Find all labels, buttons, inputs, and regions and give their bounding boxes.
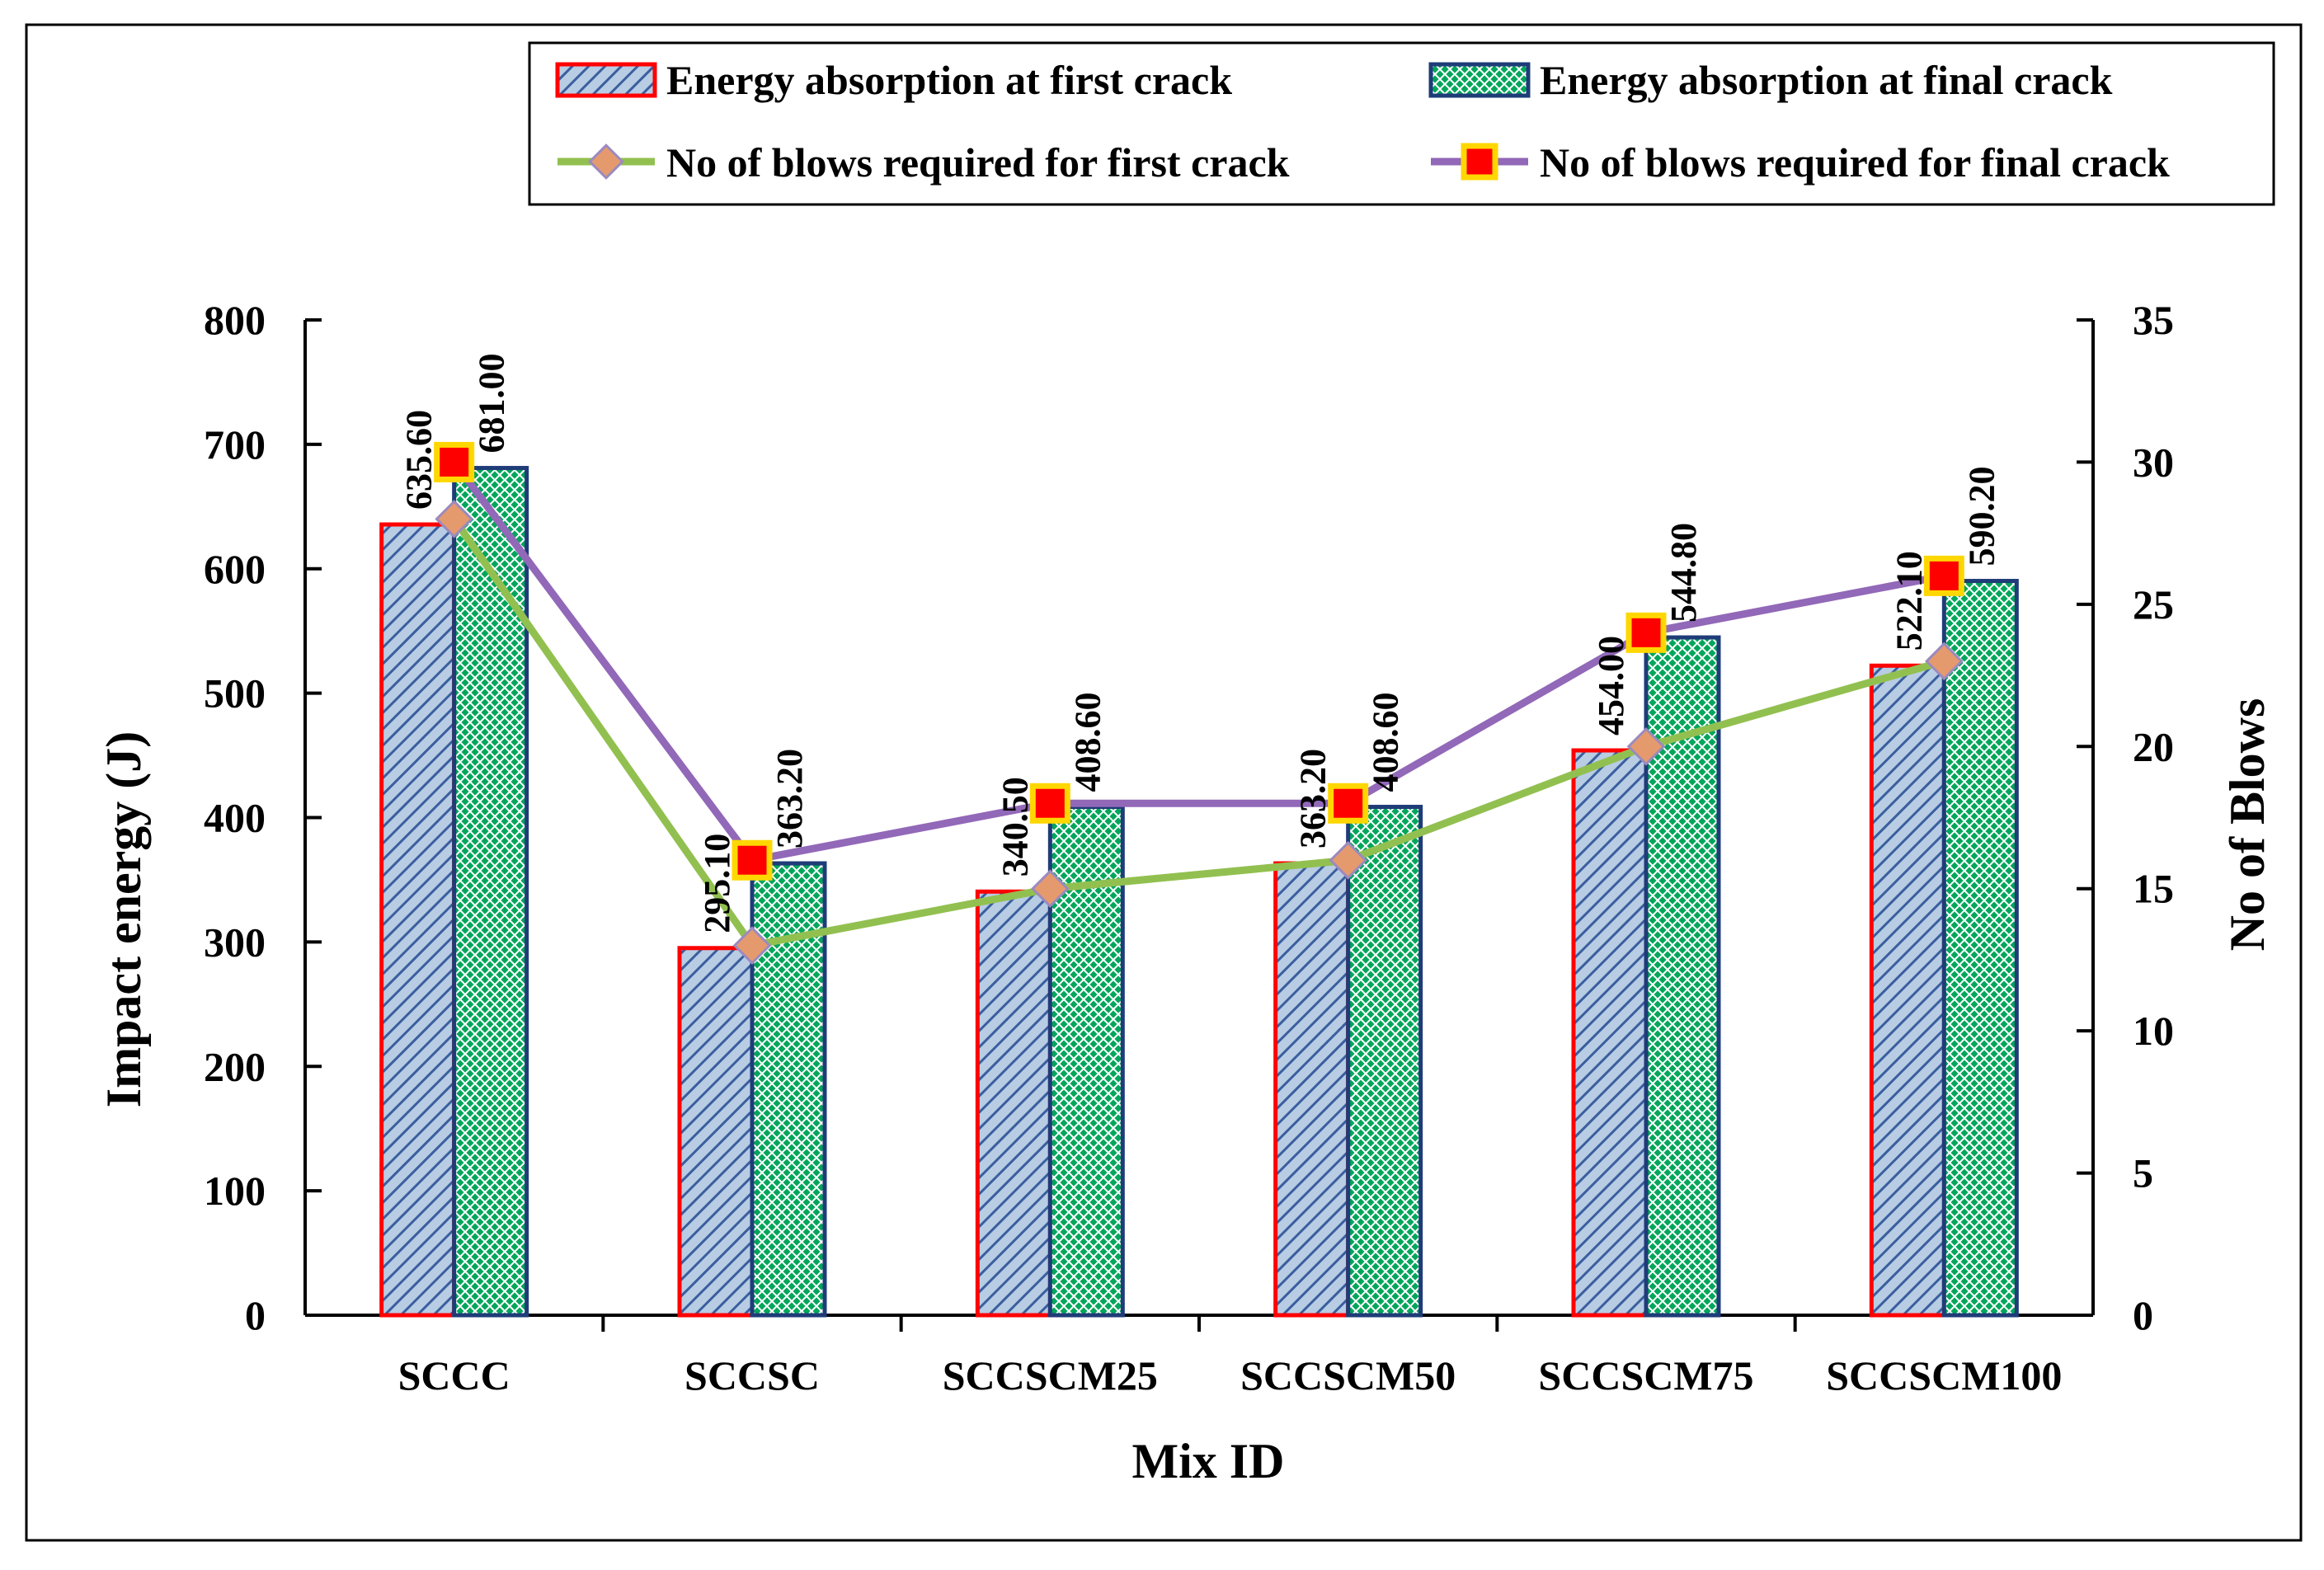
bar <box>1273 861 1351 1318</box>
square-marker <box>1923 555 1964 596</box>
bar <box>1571 748 1649 1318</box>
legend-label-first-crack-blows: No of blows required for first crack <box>666 139 1290 186</box>
y2-tick-label: 0 <box>2133 1292 2153 1338</box>
legend-label-final-crack-blows: No of blows required for final crack <box>1540 139 2170 186</box>
square-marker <box>1328 783 1369 824</box>
y2-tick-label: 5 <box>2133 1150 2153 1196</box>
data-label: 590.20 <box>1961 467 2002 566</box>
data-label: 635.60 <box>399 410 440 510</box>
diamond-marker <box>732 926 772 966</box>
legend-swatch-first-crack-energy <box>555 62 657 98</box>
data-label: 363.20 <box>769 749 810 848</box>
square-marker <box>434 441 475 482</box>
legend-marker-final-crack-blows <box>1461 143 1498 181</box>
y2-tick-label: 10 <box>2133 1008 2174 1054</box>
data-label: 340.50 <box>995 777 1035 877</box>
y-tick-label: 600 <box>204 546 266 592</box>
y-tick-label: 200 <box>204 1043 266 1089</box>
y-tick-label: 0 <box>245 1292 266 1338</box>
series-line <box>451 459 1945 864</box>
square-marker <box>1029 783 1070 824</box>
y-tick-label: 100 <box>204 1168 266 1214</box>
diamond-marker <box>435 500 474 538</box>
y-tick-label: 800 <box>204 297 266 343</box>
y2-axis-title: No of Blows <box>2220 698 2275 952</box>
x-tick-label: SCCSCM100 <box>1826 1352 2062 1398</box>
bar <box>677 946 755 1318</box>
y2-tick-label: 35 <box>2133 297 2174 343</box>
y2-tick-label: 30 <box>2133 439 2174 485</box>
y-tick-label: 300 <box>204 919 266 965</box>
y2-tick-label: 15 <box>2133 866 2174 912</box>
bar <box>379 522 457 1318</box>
x-axis-title: Mix ID <box>1132 1434 1285 1488</box>
data-label: 522.10 <box>1889 551 1929 651</box>
legend-box <box>528 41 2275 206</box>
y-tick-label: 500 <box>204 670 266 717</box>
legend: Energy absorption at first crack Energy … <box>528 41 2275 206</box>
x-tick-label: SCCSC <box>684 1352 820 1398</box>
x-tick-label: SCCC <box>398 1352 510 1398</box>
data-label: 363.20 <box>1293 749 1334 848</box>
legend-label-final-crack-energy: Energy absorption at final crack <box>1540 57 2113 103</box>
data-labels: 635.60 295.10 340.50 363.20 454.00 522.10 681.… <box>399 354 2002 933</box>
y2-tick-label: 20 <box>2133 723 2174 769</box>
bar <box>452 466 529 1318</box>
x-tick-label: SCCSCM75 <box>1538 1352 1753 1398</box>
data-label: 544.80 <box>1663 523 1704 623</box>
x-tick-label: SCCSCM50 <box>1240 1352 1456 1398</box>
legend-swatch-final-crack-energy <box>1428 62 1531 98</box>
diamond-marker <box>1626 726 1666 766</box>
y-axis-title: Impact energy (J) <box>96 731 151 1108</box>
legend-label-first-crack-energy: Energy absorption at first crack <box>666 57 1232 103</box>
bar <box>1941 579 2019 1318</box>
data-label: 681.00 <box>472 354 512 454</box>
y2-tick-label: 25 <box>2133 581 2174 628</box>
y-tick-label: 700 <box>204 421 266 468</box>
diamond-marker <box>1329 840 1368 880</box>
data-label: 408.60 <box>1366 693 1406 792</box>
bar <box>975 889 1052 1318</box>
diamond-marker <box>1924 642 1964 681</box>
bar <box>1869 663 1946 1318</box>
bars <box>379 466 2019 1318</box>
bar <box>1346 805 1423 1318</box>
square-marker <box>732 839 773 881</box>
lines <box>434 441 1964 966</box>
data-label: 295.10 <box>697 834 737 933</box>
square-marker <box>1625 612 1667 653</box>
legend-marker-first-crack-blows <box>588 143 624 180</box>
x-tick-label: SCCSCM25 <box>943 1352 1158 1398</box>
y-tick-label: 400 <box>204 795 266 841</box>
data-label: 454.00 <box>1591 636 1631 736</box>
axes: 0 100 200 300 400 500 600 700 800 0 5 10 15 20 25 30 35 S… <box>204 297 2174 1398</box>
series-line <box>450 516 1945 950</box>
diamond-marker <box>1030 869 1070 909</box>
data-label: 408.60 <box>1067 693 1108 792</box>
